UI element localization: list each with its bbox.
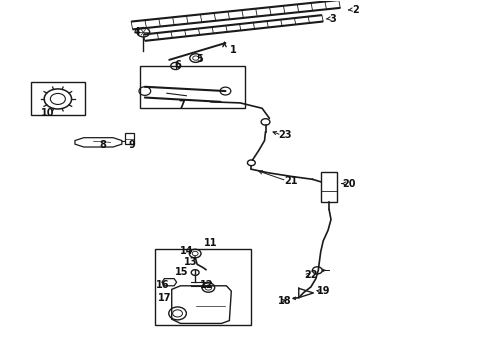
Bar	[140, 66, 245, 108]
Text: 7: 7	[178, 100, 185, 110]
Text: 22: 22	[304, 270, 318, 280]
Text: 14: 14	[180, 246, 193, 256]
Text: 23: 23	[278, 130, 292, 140]
Text: 16: 16	[156, 280, 170, 290]
Text: 2: 2	[352, 5, 359, 15]
Text: 20: 20	[342, 179, 355, 189]
Bar	[31, 82, 85, 116]
Text: 13: 13	[184, 257, 197, 267]
Text: 10: 10	[41, 108, 54, 118]
Bar	[155, 249, 251, 324]
Text: 11: 11	[204, 238, 218, 248]
Bar	[321, 172, 337, 202]
Text: 1: 1	[230, 45, 237, 55]
Text: 4: 4	[133, 27, 140, 37]
Text: 5: 5	[196, 54, 203, 64]
Text: 6: 6	[174, 60, 181, 70]
Text: 12: 12	[200, 280, 214, 290]
Text: 18: 18	[278, 296, 292, 306]
Text: 19: 19	[318, 286, 331, 296]
Bar	[125, 134, 134, 144]
Text: 15: 15	[175, 267, 188, 277]
Text: 3: 3	[330, 14, 336, 24]
Text: 21: 21	[284, 176, 298, 186]
Text: 8: 8	[100, 140, 107, 150]
Text: 9: 9	[128, 140, 135, 150]
Text: 17: 17	[158, 293, 171, 303]
